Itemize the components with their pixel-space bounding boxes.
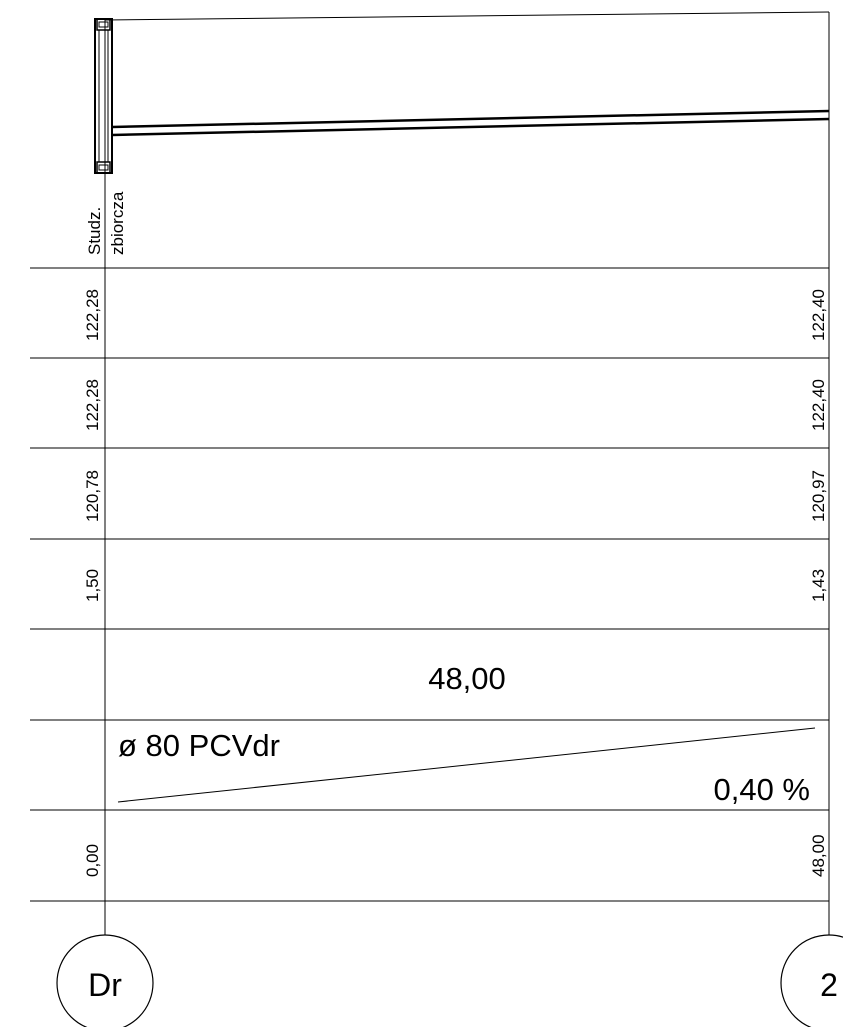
pipe-label: ø 80 PCVdr: [118, 728, 280, 763]
manhole-label-line1: Studz.: [85, 207, 104, 255]
slope-line: [117, 727, 816, 803]
table-grid: [30, 267, 830, 935]
pipe-slope: 0,40 %: [713, 772, 810, 807]
chainage-right-value: 48,00: [809, 834, 828, 877]
pipe-line: [111, 109, 830, 137]
terrain-right-value: 122,40: [809, 289, 828, 341]
invert-left-value: 120,78: [83, 470, 102, 522]
lid-right-value: 122,40: [809, 379, 828, 431]
depth-left-value: 1,50: [83, 569, 102, 602]
chainage-left-value: 0,00: [83, 844, 102, 877]
manhole-label-line2: zbiorcza: [108, 191, 127, 255]
section-length: 48,00: [428, 661, 506, 696]
invert-right-value: 120,97: [809, 470, 828, 522]
depth-right-value: 1,43: [809, 569, 828, 602]
node-left-label: Dr: [88, 967, 122, 1003]
terrain-left-value: 122,28: [83, 289, 102, 341]
node-right-label: 2: [820, 967, 838, 1003]
node-left: Dr: [56, 934, 154, 1027]
terrain-line: [104, 11, 830, 21]
lid-left-value: 122,28: [83, 379, 102, 431]
node-right: 2: [780, 934, 843, 1027]
manhole-symbol: [94, 18, 113, 174]
